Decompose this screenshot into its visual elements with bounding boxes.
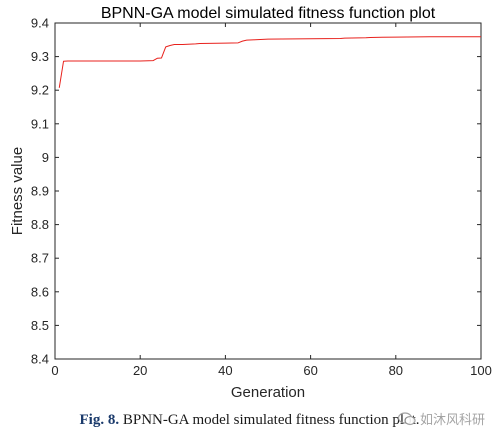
x-tick-label: 20: [133, 363, 147, 378]
x-tick-label: 40: [218, 363, 232, 378]
y-tick-label: 9.1: [31, 116, 49, 131]
y-tick-label: 8.5: [31, 318, 49, 333]
y-axis-label: Fitness value: [9, 147, 26, 235]
y-tick-label: 9.3: [31, 49, 49, 64]
y-tick-label: 8.6: [31, 284, 49, 299]
y-tick-label: 9: [42, 150, 49, 165]
figure-caption: Fig. 8. BPNN-GA model simulated fitness …: [0, 412, 499, 429]
y-tick-label: 8.4: [31, 352, 49, 367]
x-tick-label: 0: [51, 363, 58, 378]
y-tick-label: 8.8: [31, 217, 49, 232]
figure-caption-text: BPNN-GA model simulated fitness function…: [122, 412, 420, 428]
figure-caption-label: Fig. 8.: [79, 412, 120, 428]
y-tick-label: 9.2: [31, 83, 49, 98]
x-tick-label: 60: [303, 363, 317, 378]
y-axis-ticks: 8.4 8.5 8.6 8.7 8.8 8.9 9 9.1 9.2 9.3 9.4: [31, 16, 481, 367]
x-axis-label: Generation: [231, 384, 305, 401]
y-tick-label: 8.7: [31, 251, 49, 266]
series-layer: [58, 36, 481, 88]
fitness-series-line: [58, 36, 481, 88]
plot-area-frame: [54, 22, 482, 360]
watermark-text: 如沐风科研: [419, 413, 485, 428]
x-axis-ticks: 0 20 40 60 80 100: [51, 23, 492, 378]
y-tick-label: 9.4: [31, 16, 49, 31]
x-tick-label: 100: [470, 363, 492, 378]
x-tick-label: 80: [389, 363, 403, 378]
y-tick-label: 8.9: [31, 184, 49, 199]
watermark: 如沐风科研: [397, 409, 485, 428]
wechat-icon: [397, 411, 416, 425]
chart-title: BPNN-GA model simulated fitness function…: [101, 5, 436, 22]
